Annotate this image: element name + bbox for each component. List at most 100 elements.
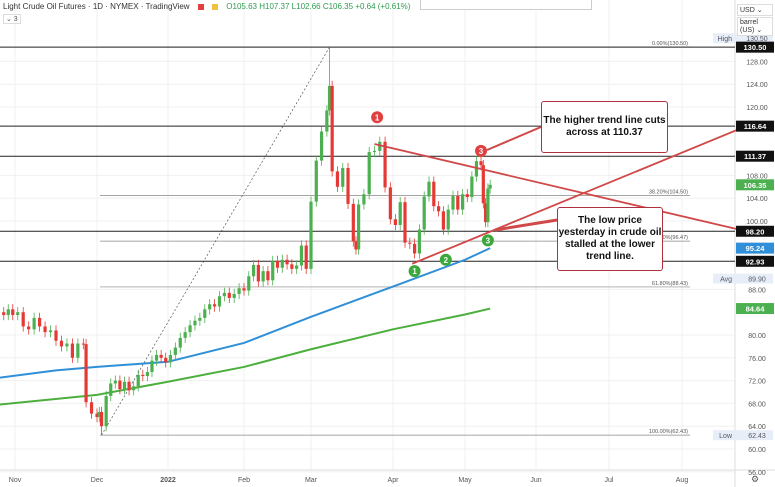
fib-level-label: 100.00%(62.43) (649, 429, 688, 435)
candle-body (351, 203, 355, 242)
candle-body (335, 171, 340, 187)
candle-body (422, 196, 426, 230)
candle-body (27, 326, 31, 330)
candle-body (183, 332, 187, 338)
candle-body (413, 243, 417, 254)
candle-body (97, 411, 101, 418)
price-badge (736, 225, 774, 237)
candle-body (275, 260, 280, 268)
candle-body (314, 160, 318, 202)
time-tick-label: Dec (91, 477, 104, 484)
candle-body (437, 206, 441, 212)
candle-body (141, 374, 145, 377)
candle-body (427, 181, 431, 197)
candle-body (403, 202, 407, 243)
candle-body (38, 317, 42, 327)
price-badge (736, 242, 774, 254)
candle-body (341, 167, 345, 187)
price-badge-label: 84.64 (746, 305, 766, 314)
candle-body (11, 309, 15, 316)
candle-body (154, 354, 159, 361)
candle-body (378, 141, 382, 151)
candle-body (89, 402, 94, 414)
wave-marker-label: 2 (444, 256, 449, 265)
price-badge-label: 116.64 (744, 122, 767, 131)
candle-body (136, 374, 140, 387)
price-tick-label: 88.00 (748, 287, 766, 294)
popup-panel (420, 0, 592, 10)
chart-title: Light Crude Oil Futures · 1D · NYMEX · T… (3, 2, 190, 11)
candle-body (48, 330, 53, 333)
candle-body (271, 260, 275, 281)
candle-body (203, 309, 207, 318)
candle-body (145, 372, 149, 377)
candle-body (81, 343, 85, 345)
time-tick-label: Jul (605, 477, 614, 484)
unit-selectors: USD ⌄ barrel (US) ⌄ (737, 4, 773, 37)
candle-body (367, 152, 371, 195)
candle-body (70, 343, 74, 358)
candle-body (21, 312, 25, 327)
candle-body (417, 229, 421, 254)
stat-label-value: 130.50 (746, 36, 768, 43)
candle-body (164, 357, 168, 363)
candle-body (84, 344, 88, 403)
candle-body (486, 188, 490, 223)
candle-body (247, 276, 251, 291)
currency-select[interactable]: USD ⌄ (737, 4, 773, 16)
price-tick-label: 72.00 (748, 379, 766, 386)
candle-body (261, 271, 265, 282)
candle-body (198, 317, 202, 321)
collapse-indicators-button[interactable]: ⌄ 3 (3, 14, 21, 24)
stat-label-tag: High (718, 36, 733, 43)
time-tick-label: May (458, 477, 472, 484)
time-tick-label: 2022 (160, 477, 176, 484)
candle-body (76, 343, 80, 358)
time-tick-label: Jun (530, 477, 541, 484)
candle-body (251, 264, 256, 277)
candle-body (372, 150, 377, 153)
wave-marker (481, 234, 494, 247)
candle-body (65, 343, 69, 347)
stat-label-value: 62.43 (748, 433, 766, 440)
candle-body (354, 241, 358, 250)
wave-marker-label: 3 (479, 147, 484, 156)
price-tick-label: 76.00 (748, 356, 766, 363)
unit-select[interactable]: barrel (US) ⌄ (737, 17, 773, 36)
candle-body (470, 176, 474, 198)
candle-body (32, 317, 36, 330)
candle-body (388, 187, 392, 220)
candle-body (43, 326, 47, 333)
price-badge (736, 179, 774, 191)
candle-body (118, 380, 122, 390)
candle-body (325, 110, 329, 132)
wave-marker-label: 1 (412, 267, 417, 276)
candle-body (16, 312, 20, 316)
candle-body (242, 288, 246, 291)
market-status-icon (197, 3, 204, 10)
candle-body (237, 288, 241, 294)
price-badge-label: 111.37 (744, 152, 766, 161)
candle-body (122, 381, 127, 390)
price-badge (736, 255, 774, 267)
candle-body (304, 245, 308, 269)
price-badge (736, 41, 774, 53)
price-tick-label: 56.00 (748, 470, 766, 477)
candle-body (290, 264, 294, 269)
candle-body (357, 204, 361, 250)
candle-body (159, 354, 163, 358)
candle-body (461, 194, 465, 210)
candle-body (178, 337, 182, 348)
price-tick-label: 68.00 (748, 401, 766, 408)
candle-body (488, 184, 492, 189)
wave-marker (408, 265, 421, 278)
candle-body (383, 141, 387, 188)
price-tick-label: 100.00 (746, 219, 768, 226)
price-badge-label: 106.35 (744, 181, 767, 190)
fib-level-label: 50.00%(96.47) (652, 235, 688, 241)
price-badge-label: 98.20 (746, 227, 765, 236)
settings-gear-icon[interactable]: ⚙ (751, 474, 759, 484)
fib-level-label: 61.80%(88.43) (652, 281, 688, 287)
candle-body (451, 195, 455, 210)
